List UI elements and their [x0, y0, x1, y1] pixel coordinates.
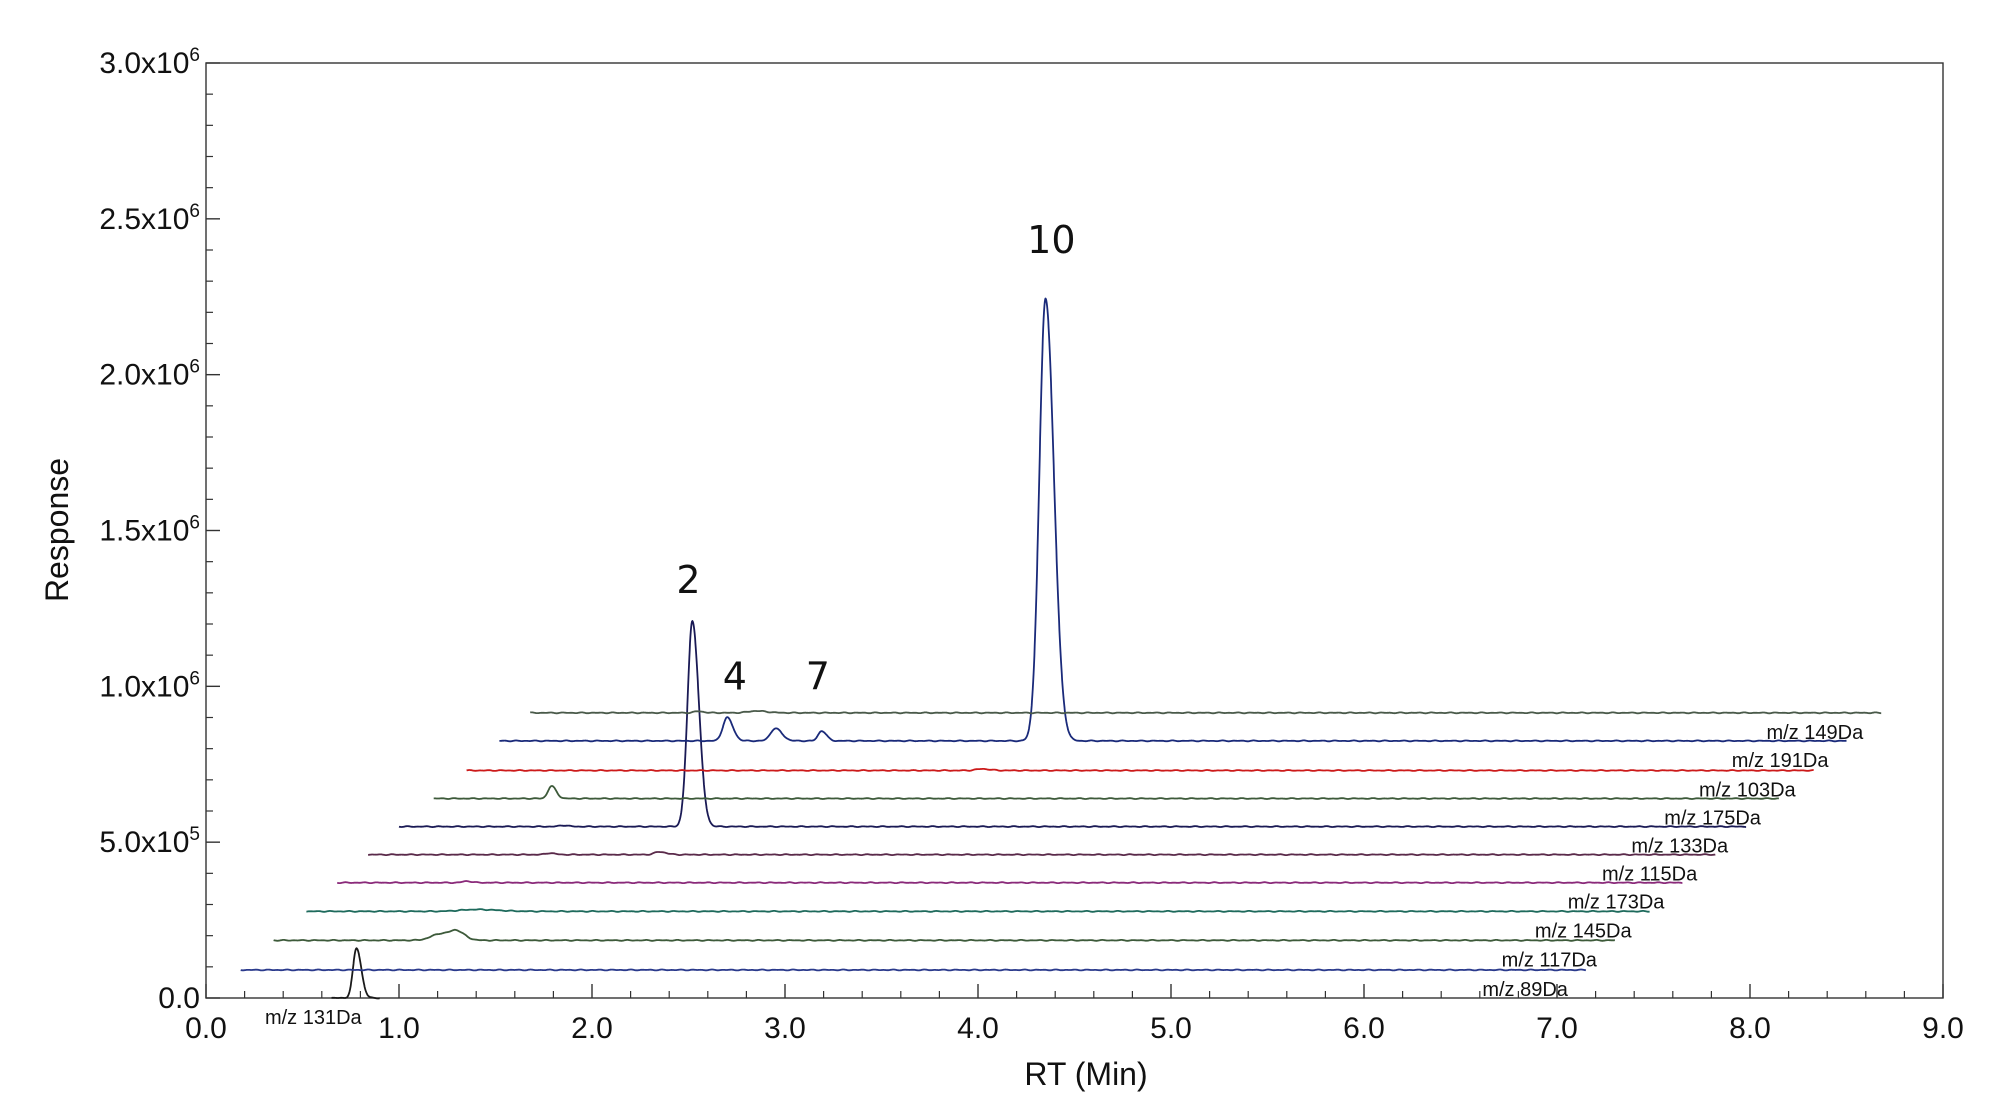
- trace-line: [398, 620, 1747, 828]
- trace-line: [466, 768, 1815, 772]
- x-tick-label: 0.0: [185, 1012, 227, 1045]
- trace-line: [305, 908, 1651, 913]
- trace-label: m/z 191Da: [1732, 750, 1830, 772]
- y-tick-exponent: 6: [189, 201, 200, 222]
- trace-line: [330, 947, 381, 1000]
- x-tick-label: 4.0: [957, 1012, 999, 1045]
- y-tick-mantissa: 5.0x10: [99, 826, 189, 859]
- y-tick-mantissa: 2.5x10: [99, 203, 189, 236]
- trace-label: m/z 173Da: [1568, 892, 1666, 914]
- y-axis-title: Response: [39, 458, 75, 602]
- trace-label: m/z 115Da: [1602, 864, 1698, 886]
- y-tick-exponent: 6: [189, 513, 200, 534]
- y-tick-mantissa: 0.0: [158, 982, 200, 1015]
- trace-label: m/z 103Da: [1699, 779, 1797, 801]
- y-tick-exponent: 6: [189, 357, 200, 378]
- x-tick-label: 8.0: [1729, 1012, 1771, 1045]
- x-tick-label: 5.0: [1150, 1012, 1192, 1045]
- trace-line: [336, 880, 1683, 885]
- trace-line: [529, 710, 1882, 715]
- x-tick-label: 1.0: [378, 1012, 420, 1045]
- trace-labels: m/z 131Da m/z 89Da m/z 117Da m/z 145Da m/z 1…: [265, 722, 1864, 1029]
- x-tick-label: 3.0: [764, 1012, 806, 1045]
- y-tick-label: 0.0: [158, 982, 200, 1015]
- x-tick-label: 9.0: [1922, 1012, 1964, 1045]
- trace-line: [433, 785, 1780, 800]
- y-tick-mantissa: 3.0x10: [99, 47, 189, 80]
- x-axis-title: RT (Min): [1024, 1056, 1147, 1092]
- trace-label: m/z 131Da: [265, 1007, 363, 1029]
- x-tick-label: 7.0: [1536, 1012, 1578, 1045]
- x-axis: 0.0 1.0 2.0 3.0 4.0 5.0 6.0 7.0 8.0 9.0: [185, 984, 1964, 1045]
- trace-label: m/z 133Da: [1631, 836, 1729, 858]
- trace-label: m/z 145Da: [1535, 920, 1633, 942]
- plot-area-frame: [205, 62, 1944, 999]
- y-tick-label: 2.0x106: [99, 357, 200, 392]
- y-tick-mantissa: 2.0x10: [99, 359, 189, 392]
- trace-line: [240, 968, 1587, 972]
- traces: [240, 297, 1882, 1000]
- trace-label: m/z 117Da: [1502, 949, 1598, 971]
- peak-number-label: 4: [723, 654, 747, 698]
- y-tick-exponent: 6: [189, 45, 200, 66]
- trace-line: [367, 851, 1716, 856]
- trace-line: [498, 297, 1847, 743]
- y-tick-label: 1.0x106: [99, 668, 200, 703]
- y-tick-exponent: 6: [189, 668, 200, 689]
- trace-label: m/z 149Da: [1767, 722, 1865, 744]
- x-tick-label: 6.0: [1343, 1012, 1385, 1045]
- trace-label: m/z 175Da: [1664, 808, 1762, 830]
- y-tick-label: 2.5x106: [99, 201, 200, 236]
- y-tick-label: 3.0x106: [99, 45, 200, 80]
- y-tick-label: 1.5x106: [99, 513, 200, 548]
- trace-line: [273, 928, 1616, 942]
- y-tick-mantissa: 1.5x10: [99, 515, 189, 548]
- peak-number-label: 10: [1027, 218, 1075, 262]
- x-tick-label: 2.0: [571, 1012, 613, 1045]
- peak-number-label: 2: [676, 558, 700, 602]
- peak-annotations: 2 4 7 10: [676, 218, 1075, 698]
- y-tick-mantissa: 1.0x10: [99, 670, 189, 703]
- y-axis: 0.05.0x1051.0x1061.5x1062.0x1062.5x1063.…: [99, 45, 220, 1015]
- trace-label: m/z 89Da: [1482, 979, 1568, 1001]
- y-tick-exponent: 5: [189, 824, 200, 845]
- peak-number-label: 7: [806, 654, 830, 698]
- y-tick-label: 5.0x105: [99, 824, 200, 859]
